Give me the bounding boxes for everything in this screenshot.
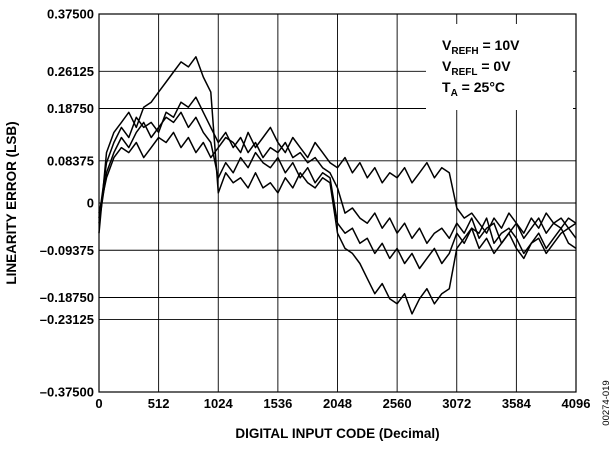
plot-frame xyxy=(98,13,577,393)
y-tick-label: 0.08375 xyxy=(47,153,94,168)
annotation-background xyxy=(426,24,573,110)
x-tick-label: 4096 xyxy=(562,396,591,411)
y-tick-label: 0.37500 xyxy=(47,7,94,22)
y-tick-label: –0.37500 xyxy=(40,385,94,400)
tick-label-layer: 0 512 1024 1536 2048 2560 3072 3584 4096 0.37500 0… xyxy=(40,7,591,412)
y-tick-label: –0.09375 xyxy=(40,243,94,258)
annotation-line: VREFL = 0V xyxy=(442,58,511,78)
y-axis-title: LINEARITY ERROR (LSB) xyxy=(4,121,19,284)
series-line-1 xyxy=(98,56,577,315)
series-line-2 xyxy=(98,96,577,245)
x-tick-label: 0 xyxy=(95,396,102,411)
y-tick-label: 0 xyxy=(87,196,94,211)
x-tick-label: 2560 xyxy=(383,396,412,411)
x-tick-label: 1536 xyxy=(263,396,292,411)
x-tick-label: 2048 xyxy=(323,396,352,411)
y-tick-label: 0.18750 xyxy=(47,101,94,116)
series-line-4 xyxy=(98,111,577,270)
x-tick-label: 512 xyxy=(148,396,170,411)
x-tick-label: 3072 xyxy=(442,396,471,411)
x-axis-title: DIGITAL INPUT CODE (Decimal) xyxy=(235,426,439,441)
annotation-line: TA = 25°C xyxy=(442,79,505,99)
figure-id-label: 00274-019 xyxy=(601,380,612,425)
y-tick-label: –0.23125 xyxy=(40,312,94,327)
y-tick-label: 0.26125 xyxy=(47,64,94,79)
series-layer xyxy=(98,56,577,315)
series-line-3 xyxy=(98,126,577,234)
x-tick-label: 1024 xyxy=(204,396,234,411)
annotation-line: VREFH = 10V xyxy=(442,37,520,57)
x-tick-label: 3584 xyxy=(502,396,532,411)
y-tick-label: –0.18750 xyxy=(40,290,94,305)
